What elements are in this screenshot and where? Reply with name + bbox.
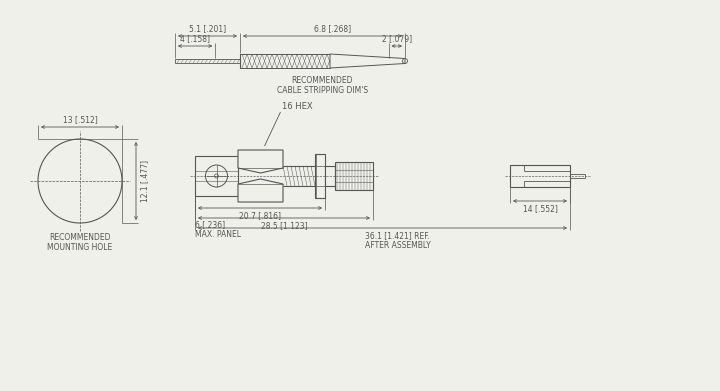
Text: 6.8 [.268]: 6.8 [.268] (314, 24, 351, 33)
Text: 13 [.512]: 13 [.512] (63, 115, 97, 124)
Text: RECOMMENDED
CABLE STRIPPING DIM'S: RECOMMENDED CABLE STRIPPING DIM'S (277, 76, 368, 95)
Polygon shape (330, 54, 405, 68)
Text: 20.7 [.816]: 20.7 [.816] (239, 211, 281, 220)
Bar (315, 154, 325, 198)
Text: 14 [.552]: 14 [.552] (523, 204, 557, 213)
Text: 4 [.158]: 4 [.158] (180, 34, 210, 43)
Text: 5.1 [.201]: 5.1 [.201] (189, 24, 226, 33)
Bar (175, 59, 240, 63)
Bar (325, 166, 335, 186)
Bar (510, 165, 570, 187)
Text: RECOMMENDED
MOUNTING HOLE: RECOMMENDED MOUNTING HOLE (48, 233, 112, 253)
Text: 16 HEX: 16 HEX (282, 102, 313, 111)
Bar (240, 54, 330, 68)
Text: 28.5 [1.123]: 28.5 [1.123] (261, 221, 307, 230)
Text: 2 [.079]: 2 [.079] (382, 34, 412, 43)
Polygon shape (238, 150, 283, 173)
Text: 36.1 [1.421] REF.
AFTER ASSEMBLY: 36.1 [1.421] REF. AFTER ASSEMBLY (364, 231, 431, 250)
Text: 12.1 [.477]: 12.1 [.477] (140, 160, 149, 202)
Bar (195, 156, 238, 196)
Polygon shape (238, 179, 283, 202)
Text: 6 [.236]
MAX. PANEL: 6 [.236] MAX. PANEL (195, 220, 241, 239)
Bar (335, 162, 373, 190)
